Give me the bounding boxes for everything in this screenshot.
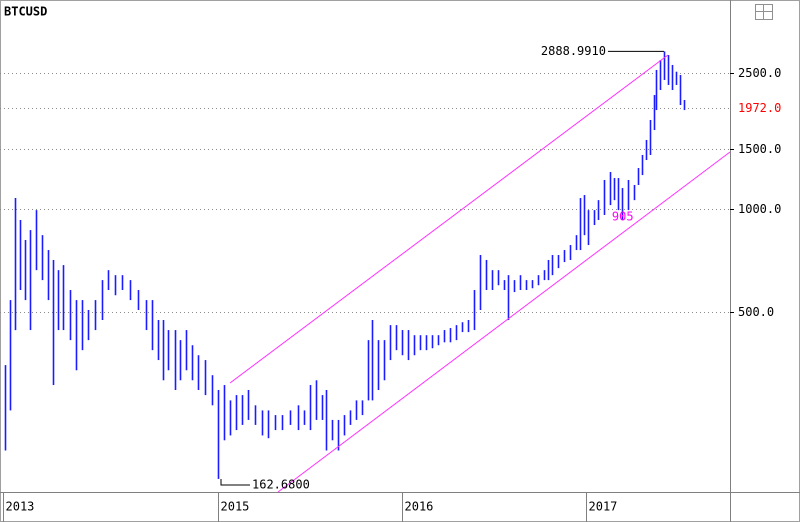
- x-tick-label: 2017: [589, 500, 618, 514]
- annotation: 2888.9910: [541, 44, 606, 58]
- annotation: 162.6800: [252, 477, 310, 491]
- x-tick-label: 2013: [6, 500, 35, 514]
- channel-lower: [277, 151, 731, 493]
- x-tick-label: 2015: [221, 500, 250, 514]
- chart-title: BTCUSD: [4, 5, 47, 19]
- plot: [0, 51, 730, 479]
- annotation-leader: [220, 478, 251, 486]
- channel-upper: [229, 54, 669, 384]
- y-tick-label: 500.0: [738, 305, 774, 319]
- y-tick-label: 2500.0: [738, 66, 781, 80]
- layout-icon[interactable]: [755, 4, 773, 20]
- x-tick-label: 2016: [405, 500, 434, 514]
- y-tick-label: 1500.0: [738, 142, 781, 156]
- current-price-box: [732, 100, 798, 117]
- y-tick-label: 1000.0: [738, 202, 781, 216]
- annotation: 905: [612, 209, 634, 223]
- current-price-label: 1972.0: [738, 101, 781, 115]
